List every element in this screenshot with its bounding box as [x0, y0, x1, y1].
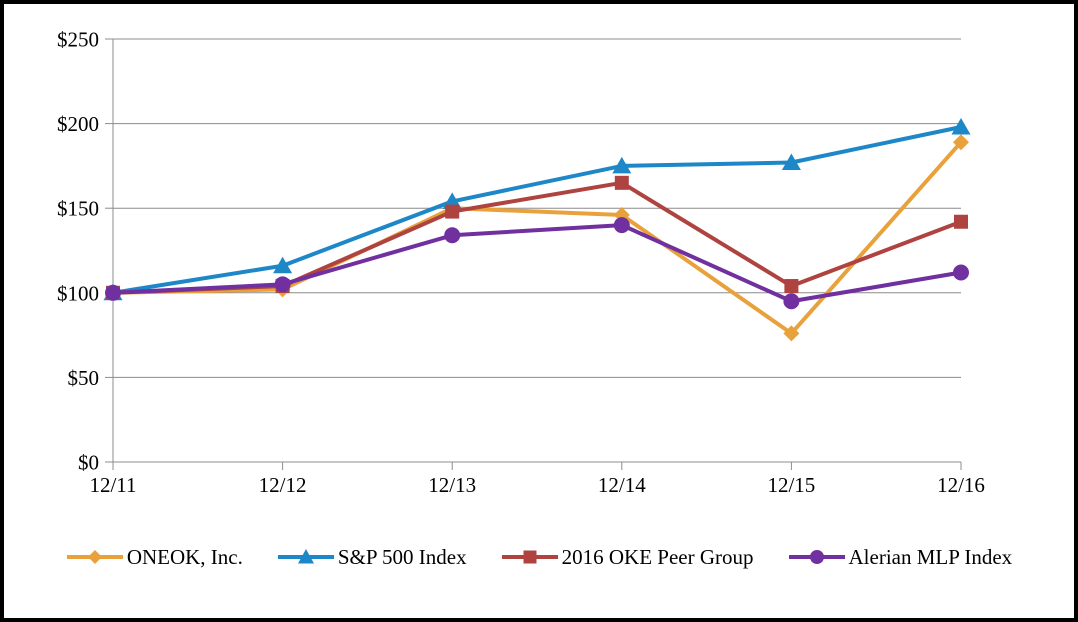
legend-triangle-marker-icon: [277, 549, 334, 564]
y-axis-tick-label: $150: [57, 197, 99, 221]
data-point-marker: [613, 217, 630, 234]
x-axis-tick-label: 12/15: [767, 473, 815, 497]
series-line: [111, 124, 963, 295]
legend-diamond-marker-icon: [66, 550, 123, 564]
x-axis-tick-label: 12/12: [259, 473, 307, 497]
data-point-marker: [444, 227, 461, 244]
legend-item-oneok: ONEOK, Inc.: [66, 544, 243, 569]
legend-square-marker-icon: [501, 550, 558, 564]
data-point-marker: [783, 325, 800, 342]
y-axis-tick-label: $200: [57, 112, 99, 136]
x-axis-tick-label: 12/13: [428, 473, 476, 497]
y-axis-tick-label: $0: [78, 451, 99, 475]
data-point-marker: [953, 264, 969, 281]
data-point-marker: [784, 279, 799, 294]
legend-item-sp500: S&P 500 Index: [277, 544, 467, 569]
x-axis-tick-label: 12/11: [89, 473, 136, 497]
series-line: [111, 223, 963, 304]
data-point-marker: [954, 214, 968, 229]
data-point-marker: [614, 175, 629, 190]
data-point-marker: [274, 276, 291, 293]
legend-label-peer-group: 2016 OKE Peer Group: [561, 544, 754, 569]
legend-circle-marker-icon: [788, 550, 845, 564]
legend-item-peer-group: 2016 OKE Peer Group: [501, 544, 754, 569]
data-point-marker: [105, 284, 121, 301]
x-axis-tick-label: 12/16: [937, 473, 985, 497]
legend-label-oneok: ONEOK, Inc.: [126, 544, 243, 569]
data-point-marker: [781, 153, 801, 171]
x-axis-tick-label: 12/14: [598, 473, 646, 497]
series-line: [111, 140, 963, 336]
series-line: [111, 180, 963, 295]
data-point-marker: [953, 134, 969, 151]
chart-legend: ONEOK, Inc. S&P 500 Index 2016 OKE Peer …: [4, 540, 1074, 574]
data-point-marker: [783, 293, 800, 310]
y-axis-tick-label: $50: [68, 366, 100, 390]
legend-item-alerian: Alerian MLP Index: [788, 544, 1013, 569]
line-chart-plot-area: $0 $50 $100 $150 $200 $250 12/11 12/12 12/13 12/1…: [57, 28, 985, 498]
data-point-marker: [612, 156, 632, 174]
legend-label-alerian: Alerian MLP Index: [848, 544, 1013, 569]
y-axis-tick-label: $250: [57, 28, 99, 52]
y-axis-tick-label: $100: [57, 281, 99, 305]
data-point-marker: [951, 117, 971, 135]
legend-label-sp500: S&P 500 Index: [337, 544, 467, 569]
data-point-marker: [273, 256, 293, 274]
data-point-marker: [445, 204, 460, 219]
